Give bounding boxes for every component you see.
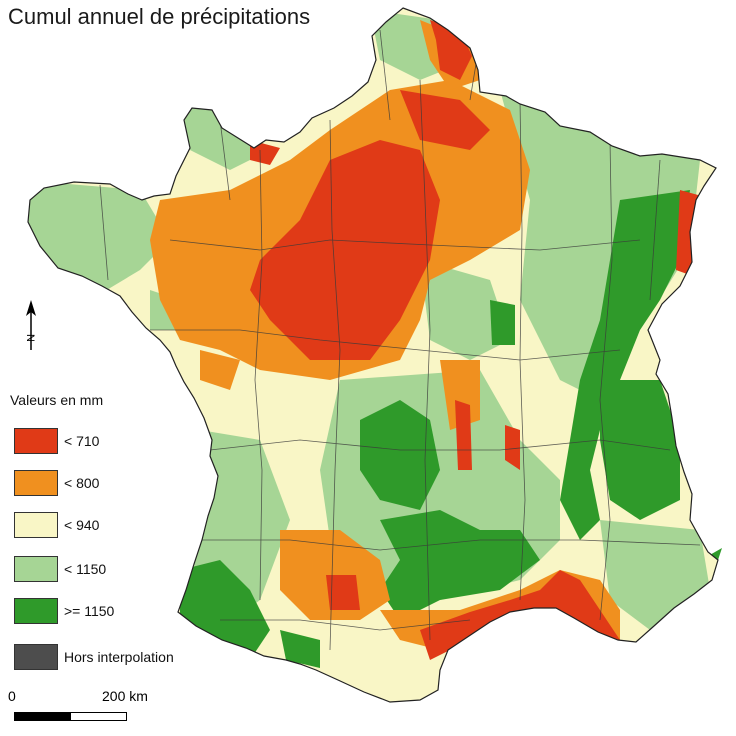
scale-end-label: 200 km [102, 688, 148, 704]
zones-gte1150 [180, 190, 690, 668]
legend-label: < 800 [64, 475, 100, 491]
legend-label: < 940 [64, 517, 100, 533]
legend-label: < 710 [64, 433, 100, 449]
legend-label: < 1150 [64, 561, 107, 577]
legend-heading: Valeurs en mm [10, 392, 104, 408]
map-title: Cumul annuel de précipitations [8, 4, 311, 29]
scale-segment-black [14, 712, 72, 721]
legend-swatch [14, 470, 58, 496]
north-letter: N [24, 334, 36, 342]
scale-bar: 0 200 km [8, 688, 148, 728]
scale-segment-white [70, 712, 127, 721]
legend-swatch [14, 644, 58, 670]
north-arrow: N [18, 298, 44, 354]
legend: Valeurs en mm < 710 < 800 < 940 < 1150 >… [10, 392, 174, 670]
zones-lt710 [250, 20, 698, 660]
legend-swatch [14, 512, 58, 538]
department-boundaries [99, 29, 701, 651]
scale-start-label: 0 [8, 688, 16, 704]
legend-swatch [14, 598, 58, 624]
legend-swatch [14, 556, 58, 582]
legend-label: >= 1150 [64, 603, 115, 619]
north-arrow-icon: N [24, 300, 36, 350]
legend-label: Hors interpolation [64, 649, 174, 665]
legend-swatch [14, 428, 58, 454]
